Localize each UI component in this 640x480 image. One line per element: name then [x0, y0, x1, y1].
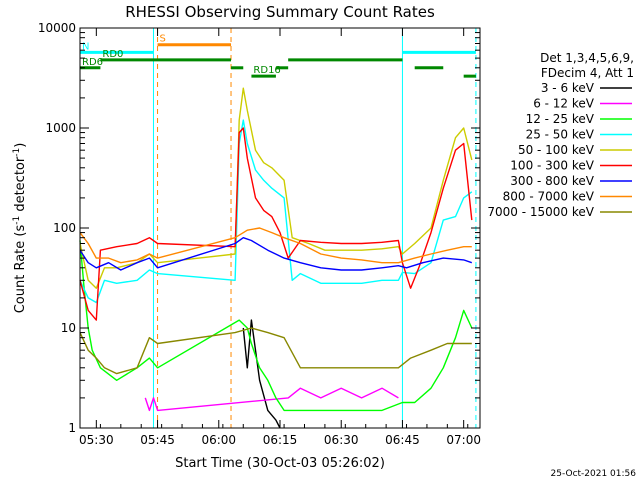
- legend-label: 300 - 800 keV: [510, 174, 594, 188]
- series-lines: [79, 87, 473, 429]
- y-axis-label-part: ): [13, 143, 28, 148]
- y-axis-label-part: Count Rate (s: [13, 225, 28, 314]
- y-tick-label: 1: [68, 421, 76, 435]
- y-tick-label: 10000: [38, 21, 76, 35]
- chart-title: RHESSI Observing Summary Count Rates: [125, 3, 435, 21]
- state-bar-label: RD0: [102, 49, 123, 60]
- legend-label: 25 - 50 keV: [526, 128, 595, 142]
- state-bar-label: N: [82, 41, 89, 52]
- state-bar-label: S: [160, 34, 166, 45]
- vertical-markers: [152, 28, 477, 428]
- x-tick-label: 06:45: [385, 433, 420, 447]
- legend-header-line-2: FDecim 4, Att 1: [541, 66, 634, 80]
- state-bar-label: RD16: [253, 65, 280, 76]
- x-axis-ticks: 05:30 05:45 06:00 06:15 06:30 06:45 07:00: [79, 28, 481, 447]
- x-tick-label: 05:30: [79, 433, 114, 447]
- y-axis-label: Count Rate (s-1 detector-1): [12, 143, 28, 314]
- series-line: [79, 127, 473, 321]
- series-line: [79, 240, 473, 412]
- legend-label: 7000 - 15000 keV: [487, 205, 594, 219]
- x-tick-label: 07:00: [446, 433, 481, 447]
- legend-label: 3 - 6 keV: [541, 81, 595, 95]
- legend-label: 50 - 100 keV: [518, 143, 595, 157]
- x-tick-label: 06:15: [263, 433, 298, 447]
- y-tick-label: 100: [53, 221, 76, 235]
- series-line: [79, 236, 473, 271]
- state-bar-label: RD6: [82, 57, 103, 68]
- series-line: [242, 319, 281, 429]
- x-tick-label: 06:00: [201, 433, 236, 447]
- legend-label: 800 - 7000 keV: [503, 190, 595, 204]
- y-tick-label: 1000: [45, 121, 76, 135]
- y-tick-label: 10: [61, 321, 76, 335]
- y-axis-ticks: 1 10 100 1000 10000: [38, 21, 480, 435]
- y-axis-label-superscript: -1: [12, 148, 22, 157]
- legend-label: 12 - 25 keV: [526, 112, 595, 126]
- legend-label: 100 - 300 keV: [510, 159, 594, 173]
- x-tick-label: 06:30: [324, 433, 359, 447]
- generation-timestamp: 25-Oct-2021 01:56: [551, 469, 637, 479]
- series-line: [144, 387, 399, 412]
- legend-label: 6 - 12 keV: [533, 97, 595, 111]
- y-axis-label-part: detector: [13, 156, 28, 216]
- legend-header-line-1: Det 1,3,4,5,6,9,: [540, 51, 634, 65]
- x-axis-label: Start Time (30-Oct-03 05:26:02): [175, 456, 385, 471]
- series-line: [79, 327, 472, 375]
- y-axis-label-superscript: -1: [12, 216, 22, 225]
- series-line: [79, 227, 472, 264]
- x-tick-label: 05:45: [140, 433, 175, 447]
